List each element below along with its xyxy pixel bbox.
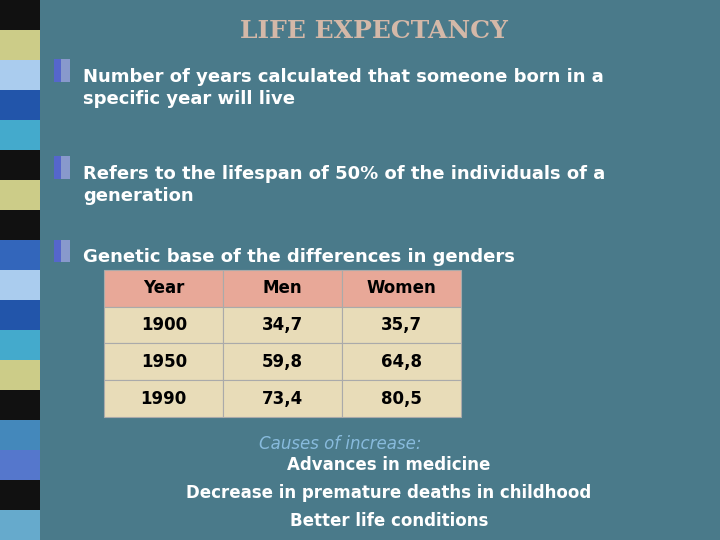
Text: Men: Men: [263, 279, 302, 298]
Text: 64,8: 64,8: [381, 353, 422, 371]
Text: Women: Women: [366, 279, 436, 298]
Text: 35,7: 35,7: [381, 316, 422, 334]
Text: 1990: 1990: [140, 389, 187, 408]
Text: 34,7: 34,7: [262, 316, 303, 334]
Text: Advances in medicine: Advances in medicine: [287, 456, 490, 474]
Text: 1950: 1950: [140, 353, 187, 371]
Text: Decrease in premature deaths in childhood: Decrease in premature deaths in childhoo…: [186, 484, 591, 502]
Text: Refers to the lifespan of 50% of the individuals of a
generation: Refers to the lifespan of 50% of the ind…: [83, 165, 605, 205]
Text: Genetic base of the differences in genders: Genetic base of the differences in gende…: [83, 248, 515, 266]
Text: Causes of increase:: Causes of increase:: [259, 435, 421, 453]
Text: 59,8: 59,8: [262, 353, 303, 371]
Text: LIFE EXPECTANCY: LIFE EXPECTANCY: [240, 19, 508, 43]
Text: 80,5: 80,5: [381, 389, 422, 408]
Text: Number of years calculated that someone born in a
specific year will live: Number of years calculated that someone …: [83, 68, 603, 107]
Text: 73,4: 73,4: [262, 389, 303, 408]
Text: Better life conditions: Better life conditions: [289, 512, 488, 530]
Text: Year: Year: [143, 279, 184, 298]
Text: 1900: 1900: [140, 316, 187, 334]
